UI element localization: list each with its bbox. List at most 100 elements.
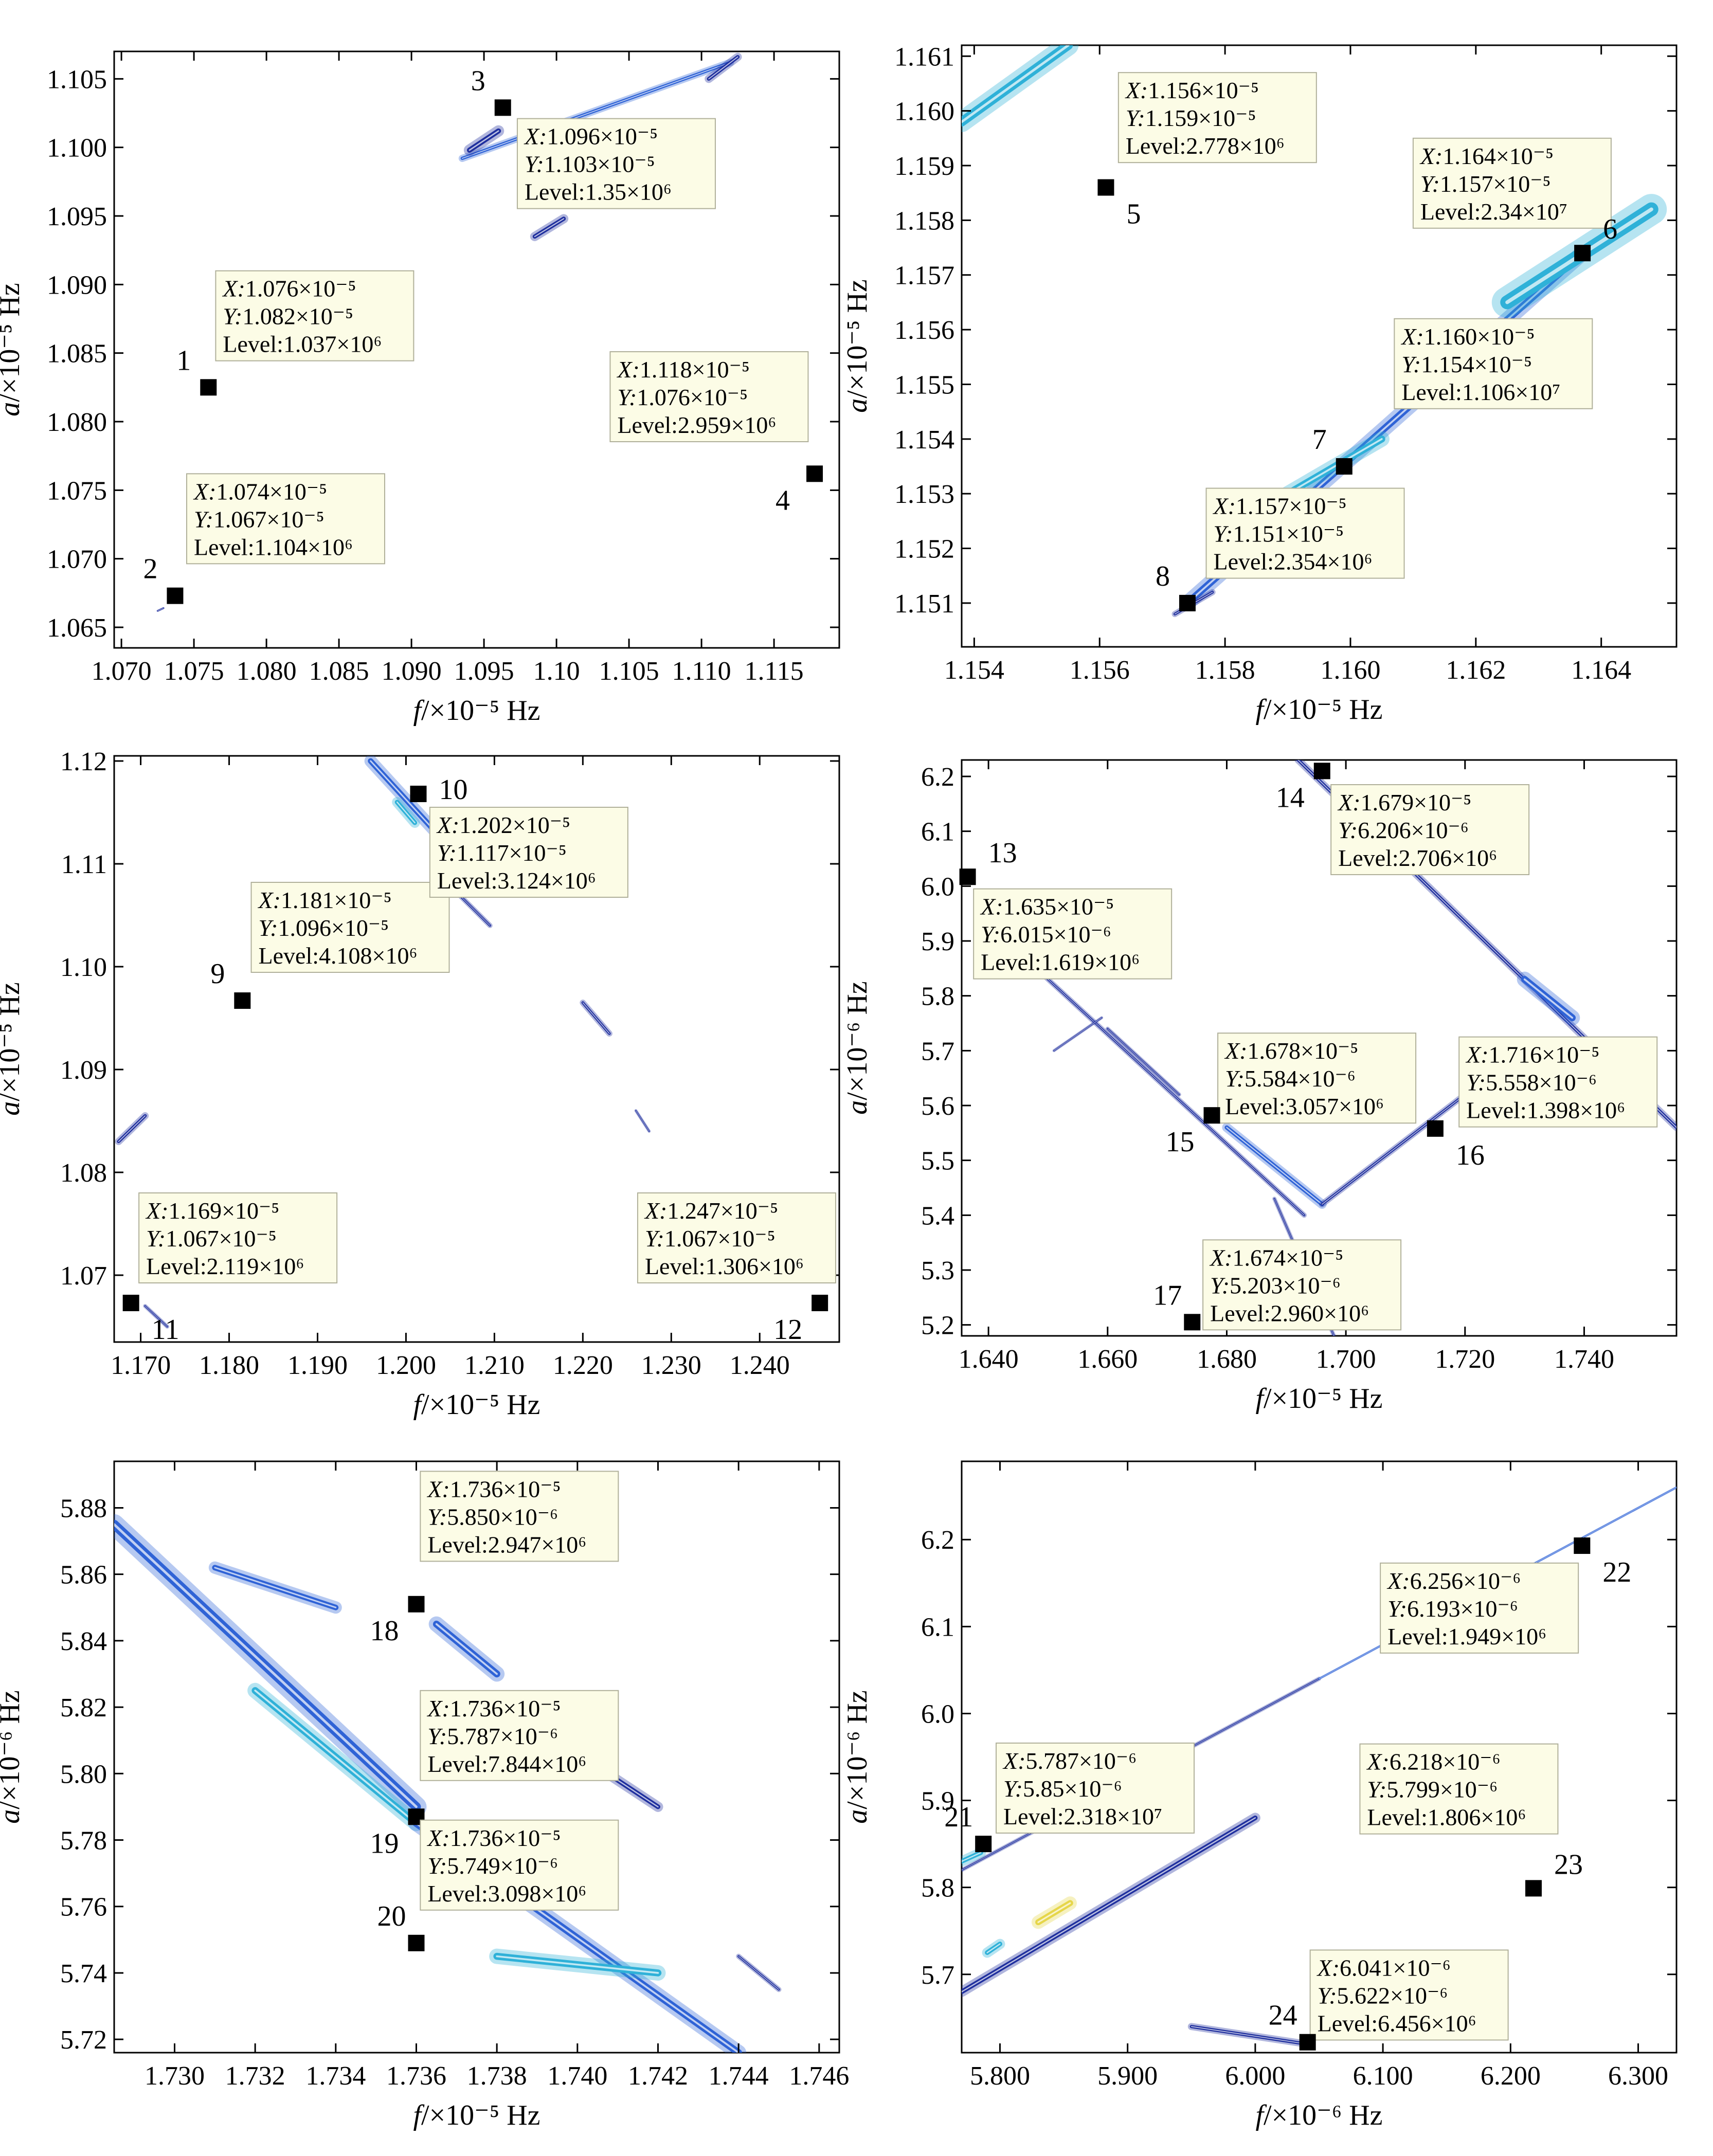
- data-tip-x: X:1.157×10⁻⁵: [1213, 493, 1347, 519]
- y-tick-label: 5.74: [60, 1959, 107, 1988]
- data-tip-value: 2.354×10⁶: [1274, 549, 1372, 575]
- point-label: 9: [210, 958, 225, 990]
- point-label: 18: [370, 1615, 399, 1647]
- point-marker[interactable]: [812, 1295, 828, 1311]
- data-tip-key: Y:: [981, 921, 1000, 948]
- data-tip-x: X:1.202×10⁻⁵: [436, 812, 570, 838]
- data-tip-key: Level:: [525, 179, 585, 205]
- data-tip-value: 5.622×10⁻⁶: [1337, 1982, 1448, 2008]
- point-marker[interactable]: [408, 1596, 425, 1613]
- panel-f: 5.800 5.900 6.000 6.100 6.200 6.300 5.7 5.8 5.9 6…: [841, 1460, 1678, 2131]
- point-marker[interactable]: [959, 868, 976, 885]
- point-label: 13: [988, 837, 1017, 869]
- y-tick-label: 5.5: [921, 1147, 954, 1176]
- point-marker[interactable]: [1574, 245, 1591, 262]
- y-tick-label: 1.156: [894, 316, 954, 345]
- point-label: 6: [1603, 213, 1617, 245]
- data-tip-level: Level:1.398×10⁶: [1466, 1097, 1625, 1124]
- data-tip-value: 1.398×10⁶: [1527, 1097, 1625, 1124]
- contour-gap: [1191, 2026, 1307, 2044]
- point-marker[interactable]: [1427, 1120, 1444, 1137]
- point-marker[interactable]: [122, 1295, 139, 1311]
- contour-gap: [459, 894, 491, 926]
- data-tip-value: 2.960×10⁶: [1271, 1300, 1369, 1326]
- data-tip-key: X:: [426, 1476, 449, 1502]
- data-tip-y: Y:1.067×10⁻⁵: [645, 1225, 776, 1252]
- x-tick-label: 6.200: [1481, 2061, 1541, 2091]
- point-marker[interactable]: [1525, 1880, 1542, 1897]
- data-tip-y: Y:5.584×10⁻⁶: [1225, 1065, 1356, 1092]
- y-axis-label-unit: /×10⁻⁵ Hz: [0, 982, 26, 1101]
- point-marker[interactable]: [1336, 458, 1353, 475]
- data-tip-value: 6.041×10⁻⁶: [1340, 1954, 1451, 1981]
- point-marker[interactable]: [1299, 2034, 1316, 2051]
- point-marker[interactable]: [408, 1934, 425, 1951]
- data-tip-level: Level:1.35×10⁶: [525, 179, 672, 205]
- x-tick-label: 1.164: [1571, 656, 1631, 685]
- x-tick-label: 1.742: [628, 2061, 688, 2091]
- point-marker[interactable]: [494, 99, 511, 116]
- data-tip-y: Y:5.622×10⁻⁶: [1318, 1982, 1448, 2008]
- point-marker[interactable]: [167, 587, 184, 604]
- data-tip-key: Level:: [1318, 2010, 1378, 2036]
- y-tick-label: 1.075: [47, 476, 107, 505]
- panel-a: 1.070 1.075 1.080 1.085 1.090 1.095 1.10 1.105 1…: [0, 50, 840, 727]
- data-tip-value: 1.157×10⁻⁵: [1440, 171, 1551, 197]
- data-tip-x: X:1.096×10⁻⁵: [524, 123, 658, 150]
- point-marker[interactable]: [1574, 1537, 1591, 1554]
- contour-lines: [156, 52, 742, 612]
- data-tip-key: Y:: [525, 151, 544, 177]
- data-tip-value: 1.106×10⁷: [1462, 379, 1560, 405]
- y-tick-label: 5.82: [60, 1693, 107, 1723]
- x-tick-label: 1.080: [237, 657, 297, 686]
- data-tip-key: Y:: [194, 506, 213, 532]
- data-tip-x: X:1.181×10⁻⁵: [258, 887, 392, 913]
- point-marker[interactable]: [200, 379, 217, 396]
- y-tick-label: 1.159: [894, 152, 954, 181]
- data-tip-x: X:1.164×10⁻⁵: [1419, 143, 1554, 169]
- data-tip-box: [973, 888, 1173, 980]
- data-tip-key: Y:: [437, 840, 457, 866]
- y-tick-label: 5.88: [60, 1494, 107, 1523]
- data-tip-value: 1.736×10⁻⁵: [450, 1695, 561, 1722]
- contour-gap: [582, 1002, 610, 1034]
- data-tip-y: Y:5.787×10⁻⁶: [427, 1723, 558, 1749]
- x-tick-label: 1.162: [1446, 656, 1506, 685]
- point-marker[interactable]: [1313, 763, 1330, 780]
- data-tip-x: X:1.736×10⁻⁵: [426, 1825, 561, 1851]
- panel-d: 1.640 1.660 1.680 1.700 1.720 1.740 5.2 5.3 5.4 5…: [841, 759, 1678, 1415]
- point-marker[interactable]: [1184, 1314, 1201, 1331]
- data-tip-value: 1.156×10⁻⁵: [1148, 77, 1259, 103]
- point-marker[interactable]: [1179, 594, 1196, 611]
- data-tip-box: [186, 473, 385, 565]
- x-axis-label: f/×10⁻⁵ Hz: [1255, 1383, 1382, 1415]
- contour-gap: [534, 218, 565, 238]
- data-tip-key: Level:: [427, 1880, 488, 1907]
- data-tip-x: X:1.169×10⁻⁵: [145, 1198, 279, 1224]
- data-tip-value: 2.119×10⁶: [207, 1253, 304, 1279]
- data-tip-key: Level:: [259, 943, 319, 969]
- point-marker[interactable]: [1097, 179, 1114, 196]
- x-axis-label: f/×10⁻⁵ Hz: [413, 695, 540, 727]
- data-tip-value: 5.850×10⁻⁶: [447, 1503, 558, 1530]
- y-tick-label: 6.1: [921, 1613, 954, 1642]
- point-marker[interactable]: [234, 992, 251, 1009]
- point-marker[interactable]: [1203, 1107, 1220, 1124]
- y-tick-label: 1.070: [47, 545, 107, 574]
- data-tip-value: 1.076×10⁻⁵: [637, 384, 748, 410]
- data-tip-value: 1.35×10⁶: [585, 179, 671, 205]
- y-axis-label: a/×10⁻⁶ Hz: [0, 1690, 26, 1824]
- point-marker[interactable]: [975, 1836, 992, 1853]
- point-marker[interactable]: [410, 786, 427, 802]
- data-tip-level: Level:1.106×10⁷: [1401, 379, 1560, 405]
- contour-gap: [435, 1623, 498, 1675]
- data-tip-y: Y:5.558×10⁻⁶: [1466, 1070, 1597, 1096]
- point-marker[interactable]: [806, 465, 823, 482]
- data-tip-value: 6.206×10⁻⁶: [1358, 817, 1469, 843]
- data-tip-y: Y:1.082×10⁻⁵: [223, 303, 353, 330]
- x-tick-label: 1.190: [287, 1351, 348, 1380]
- data-tip-value: 2.706×10⁶: [1399, 845, 1497, 871]
- data-tip-y: Y:6.193×10⁻⁶: [1387, 1596, 1518, 1622]
